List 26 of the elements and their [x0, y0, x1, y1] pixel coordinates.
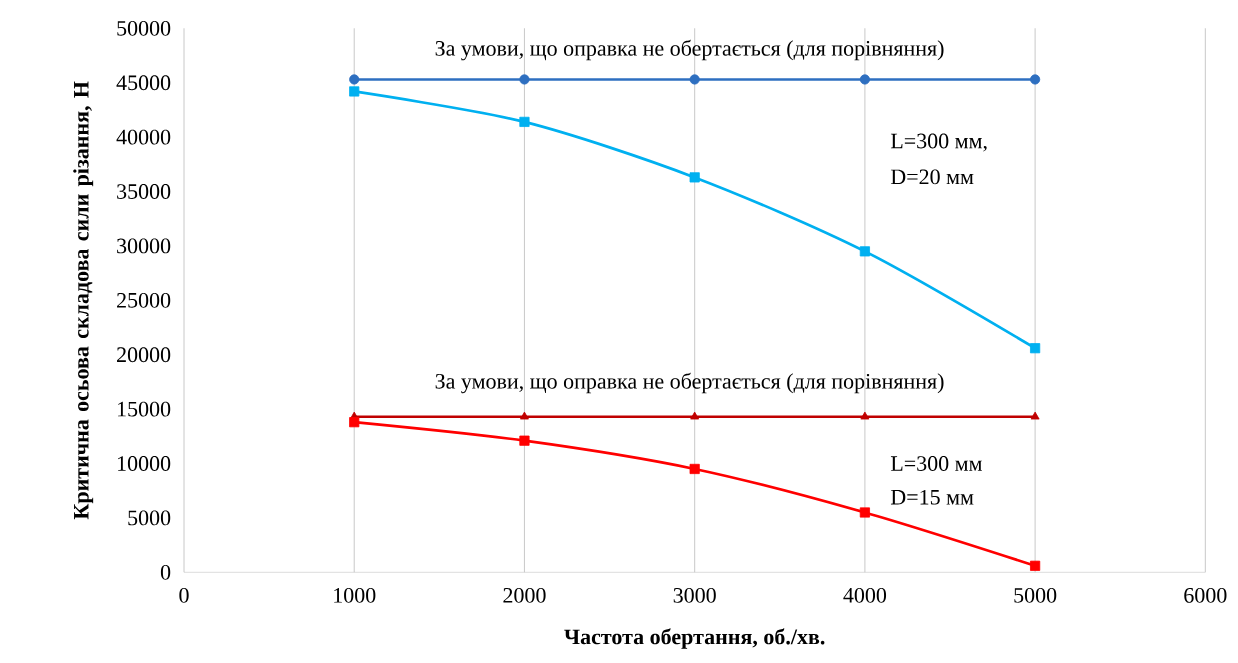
annotation: D=20 мм [890, 169, 974, 185]
annotation: L=300 мм [890, 456, 982, 471]
y-tick-label: 25000 [117, 292, 171, 308]
annotation: D=15 мм [890, 489, 974, 505]
x-tick-label: 5000 [1014, 587, 1057, 603]
annotation: L=300 мм, [890, 133, 987, 152]
y-tick-label: 35000 [117, 184, 171, 199]
x-tick-label: 4000 [843, 587, 887, 603]
y-tick-label: 15000 [118, 401, 171, 417]
y-tick-label: 50000 [117, 20, 171, 36]
x-tick-label: 3000 [673, 587, 716, 603]
x-tick-label: 6000 [1184, 587, 1227, 603]
y-tick-label: 0 [160, 564, 171, 580]
annotation: За умови, що оправка не обертається (для порівняння) [435, 39, 944, 61]
y-tick-label: 45000 [116, 75, 171, 91]
x-tick-label: 1000 [334, 587, 376, 603]
y-tick-label: 5000 [128, 510, 171, 526]
x-tick-label: 0 [179, 587, 189, 603]
x-tick-label: 2000 [503, 587, 546, 603]
x-axis-title: Частота обертання, об./хв. [564, 628, 825, 649]
y-tick-label: 30000 [117, 238, 171, 254]
y-tick-label: 40000 [116, 129, 171, 145]
y-tick-label: 10000 [118, 456, 171, 471]
y-axis-title: Критична осьова складова сили різання, Н [73, 81, 94, 520]
annotation: За умови, що оправка не обертається (для порівняння) [435, 372, 944, 394]
y-tick-label: 20000 [117, 347, 171, 363]
